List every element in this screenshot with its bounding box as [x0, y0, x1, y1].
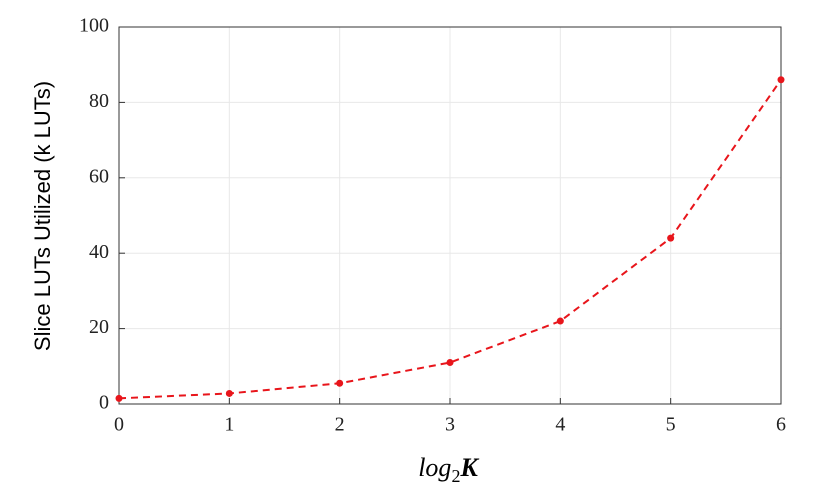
x-label-base: log	[418, 453, 451, 482]
x-tick-label: 6	[776, 414, 786, 436]
x-tick-label: 0	[114, 414, 124, 436]
data-point	[777, 76, 785, 84]
x-label-var: K	[459, 453, 479, 482]
plot-frame	[118, 26, 782, 405]
y-tick-label: 80	[89, 90, 109, 112]
x-tick-label: 5	[666, 414, 676, 436]
y-tick-label: 20	[89, 316, 109, 338]
data-point	[446, 359, 454, 367]
x-tick-label: 4	[555, 414, 565, 436]
y-tick-label: 100	[79, 15, 109, 37]
data-point	[667, 234, 675, 242]
y-tick-label: 60	[89, 165, 109, 187]
x-tick-label: 3	[445, 414, 455, 436]
data-point	[225, 389, 233, 397]
data-point	[115, 394, 123, 402]
x-tick-label: 1	[224, 414, 234, 436]
data-point	[336, 379, 344, 387]
data-point	[556, 317, 564, 325]
y-tick-label: 40	[89, 241, 109, 263]
y-axis-label: Slice LUTs Utilized (k LUTs)	[30, 81, 55, 351]
x-label-sub: 2	[451, 466, 460, 486]
y-tick-label: 0	[99, 392, 109, 414]
x-tick-label: 2	[335, 414, 345, 436]
x-axis-label: log2K	[418, 453, 479, 486]
